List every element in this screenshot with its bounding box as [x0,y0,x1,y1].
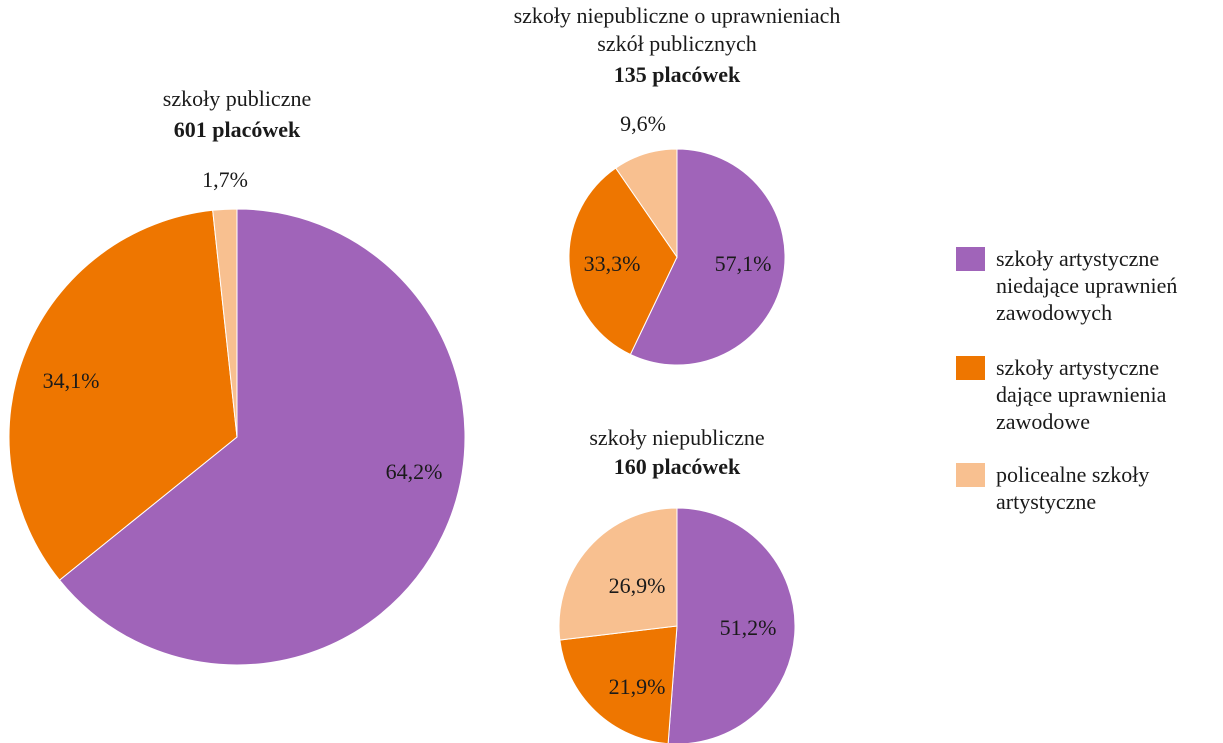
chart-subtitle: 160 placówek [614,454,741,479]
legend-swatch [956,356,985,380]
legend-label: artystyczne [996,489,1096,514]
slice-label: 1,7% [202,167,248,192]
chart-title: szkoły niepubliczne [589,425,764,450]
chart-subtitle: 135 placówek [614,62,741,87]
legend-swatch [956,463,985,487]
pie-slice [8,209,238,581]
slice-label: 26,9% [609,573,666,598]
chart-title: szkoły publiczne [163,86,311,111]
slice-label: 64,2% [386,459,443,484]
chart-subtitle: 601 placówek [174,117,301,142]
legend-label: dające uprawnienia [996,382,1167,407]
pie-slice [558,507,678,641]
slice-label: 51,2% [720,615,777,640]
legend-label: zawodowe [996,409,1090,434]
pie-slice [568,167,678,356]
slice-label: 21,9% [609,674,666,699]
pie-slice [629,148,786,366]
pie-chart-2: szkoły niepubliczne o uprawnieniach szkół… [514,3,841,366]
legend-label: szkoły artystyczne [996,246,1159,271]
legend-label: policealne szkoły [996,462,1149,487]
pie-slice [615,148,678,259]
pie-slice [559,625,678,743]
slice-label: 34,1% [43,368,100,393]
pie-slice [212,208,238,438]
legend-label: zawodowych [996,300,1112,325]
slice-label: 57,1% [715,251,772,276]
chart-title: szkoły niepubliczne o uprawnieniach [514,3,841,28]
legend-label: niedające uprawnień [996,273,1177,298]
slice-label: 33,3% [584,251,641,276]
pie-chart-3: szkoły niepubliczne 160 placówek 51,2% 21,9… [558,425,796,743]
pie-slice [667,507,796,743]
legend-label: szkoły artystyczne [996,355,1159,380]
legend-swatch [956,247,985,271]
slice-label: 9,6% [620,111,666,136]
chart-title: szkół publicznych [597,31,756,56]
pie-chart-1: szkoły publiczne 601 placówek 64,2% 34,1% 1,… [8,86,466,666]
pie-slice [58,208,466,666]
